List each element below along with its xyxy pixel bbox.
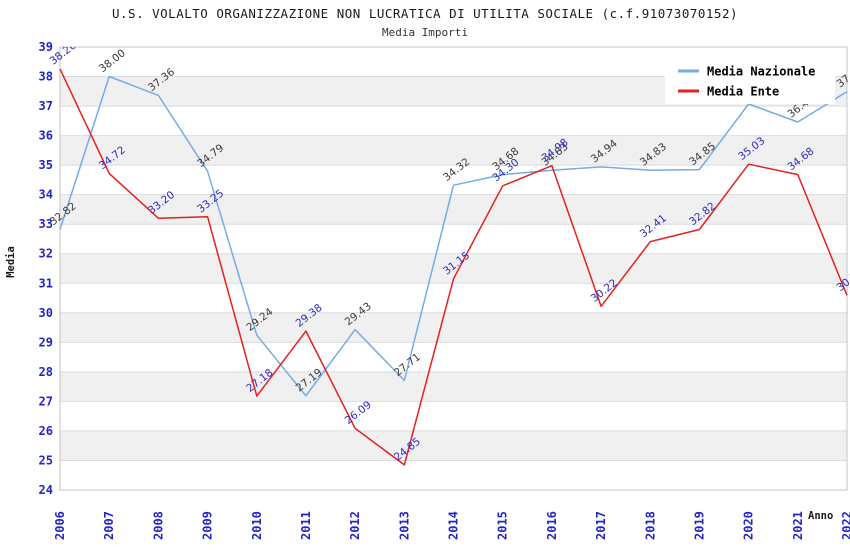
series-line-media-nazionale bbox=[59, 75, 848, 397]
x-tick-label: 2013 bbox=[397, 511, 411, 540]
legend-label: Media Ente bbox=[707, 85, 779, 99]
y-axis-ticks: 39 38 37 36 35 34 33 32 31 30 29 28 27 26 25 24 bbox=[39, 40, 53, 497]
y-tick-label: 31 bbox=[39, 276, 53, 290]
x-tick-label: 2015 bbox=[496, 511, 510, 540]
y-axis-title: Media bbox=[5, 246, 17, 278]
x-tick-label: 2012 bbox=[348, 511, 362, 540]
chart-title: U.S. VOLALTO ORGANIZZAZIONE NON LUCRATIC… bbox=[112, 6, 738, 21]
y-tick-label: 36 bbox=[39, 129, 53, 143]
x-tick-label: 2008 bbox=[151, 511, 165, 540]
y-tick-label: 32 bbox=[39, 247, 53, 261]
x-tick-label: 2020 bbox=[742, 511, 756, 540]
x-tick-label: 2017 bbox=[594, 511, 608, 540]
y-tick-label: 25 bbox=[39, 453, 53, 467]
shaded-band bbox=[60, 371, 847, 402]
shaded-band bbox=[60, 430, 847, 461]
y-tick-label: 38 bbox=[39, 70, 53, 84]
x-axis-ticks: 2006 2007 2008 2009 2010 2011 2012 2013 2014 2015… bbox=[53, 511, 850, 540]
legend-label: Media Nazionale bbox=[707, 65, 815, 79]
x-tick-label: 2009 bbox=[201, 511, 215, 540]
y-tick-label: 30 bbox=[39, 306, 53, 320]
legend: Media Nazionale Media Ente bbox=[665, 56, 835, 104]
x-tick-label: 2006 bbox=[53, 511, 67, 540]
y-tick-label: 35 bbox=[39, 158, 53, 172]
shaded-band bbox=[60, 194, 847, 225]
chart-subtitle: Media Importi bbox=[381, 26, 469, 39]
legend-box bbox=[665, 56, 835, 104]
x-tick-label: 2018 bbox=[643, 511, 657, 540]
y-tick-label: 29 bbox=[39, 335, 53, 349]
shaded-band bbox=[60, 135, 847, 166]
shaded-band bbox=[60, 312, 847, 343]
y-tick-label: 34 bbox=[39, 188, 53, 202]
data-point-label: 26.09 bbox=[343, 399, 374, 427]
x-tick-label: 2016 bbox=[545, 511, 559, 540]
x-tick-label: 2011 bbox=[299, 511, 313, 540]
x-tick-label: 2021 bbox=[791, 511, 805, 540]
x-tick-label: 2019 bbox=[692, 511, 706, 540]
y-tick-label: 26 bbox=[39, 424, 53, 438]
x-tick-label: 2022 bbox=[840, 511, 850, 540]
data-point-label: 38.00 bbox=[97, 47, 128, 75]
y-tick-label: 37 bbox=[39, 99, 53, 113]
y-tick-label: 39 bbox=[39, 40, 53, 54]
x-tick-label: 2007 bbox=[102, 511, 116, 540]
plot-border bbox=[59, 46, 848, 491]
y-tick-label: 27 bbox=[39, 394, 53, 408]
x-axis-title: Anno bbox=[808, 510, 833, 522]
y-tick-label: 28 bbox=[39, 365, 53, 379]
y-tick-label: 24 bbox=[39, 483, 53, 497]
series-line-media-ente bbox=[59, 68, 848, 466]
x-tick-label: 2014 bbox=[447, 511, 461, 540]
plot-bands bbox=[60, 76, 847, 461]
y-tick-label: 33 bbox=[39, 217, 53, 231]
x-tick-label: 2010 bbox=[250, 511, 264, 540]
